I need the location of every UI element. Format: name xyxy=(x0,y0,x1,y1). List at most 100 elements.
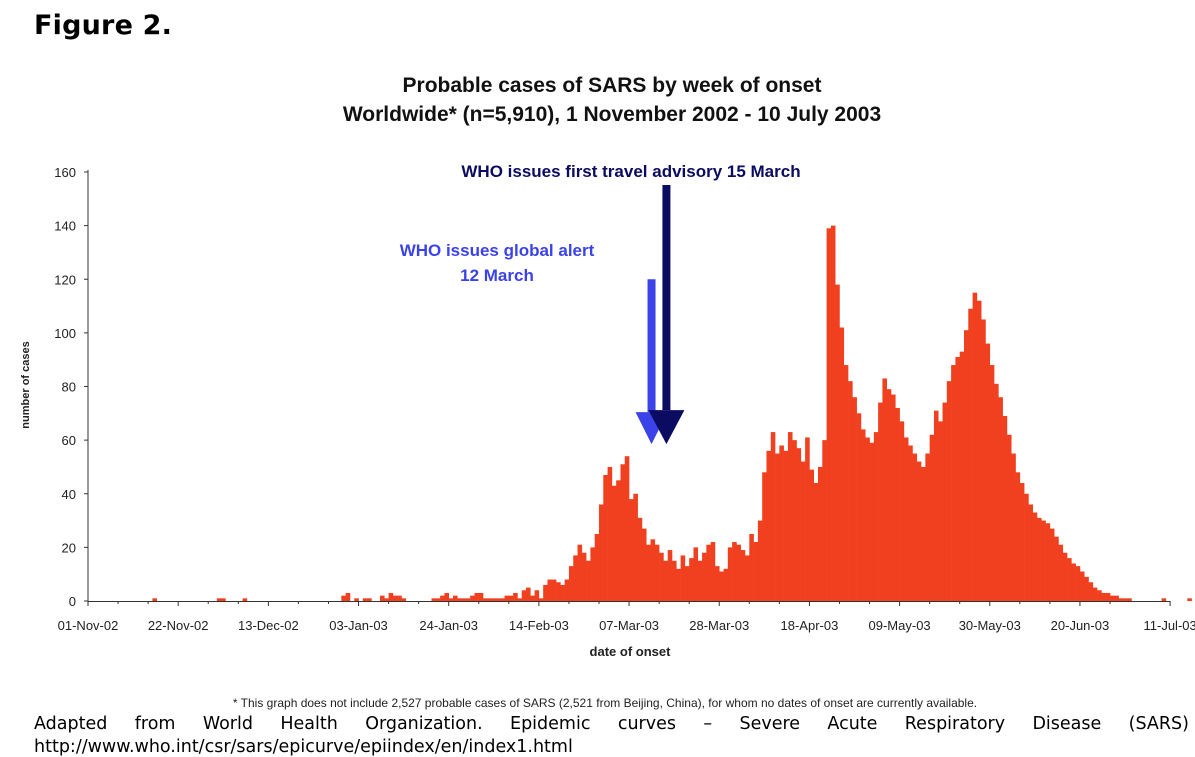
bar xyxy=(697,560,703,601)
y-tick-label: 100 xyxy=(54,326,76,341)
bar xyxy=(465,598,471,601)
bar xyxy=(792,440,797,602)
bar xyxy=(483,598,488,601)
bar xyxy=(925,453,930,601)
bar xyxy=(878,402,883,601)
bar xyxy=(1041,520,1046,601)
bar xyxy=(933,410,939,601)
travel-advisory-arrow-shaft xyxy=(662,185,671,411)
bar xyxy=(594,533,600,601)
epidemic-curve-chart: 0 20 40 60 80 100 120 140 160 01-Nov-02 22-Nov-02 1… xyxy=(20,162,1195,659)
bar xyxy=(448,598,454,601)
bar xyxy=(470,595,475,601)
bar xyxy=(1045,523,1051,601)
bar xyxy=(710,542,716,601)
bar xyxy=(680,555,686,601)
bar xyxy=(491,598,497,601)
bar xyxy=(1071,563,1076,601)
bar xyxy=(1110,595,1115,601)
x-tick-label: 18-Apr-03 xyxy=(781,618,839,633)
bar xyxy=(929,434,935,601)
x-axis-label: date of onset xyxy=(590,644,672,659)
x-tick-label: 07-Mar-03 xyxy=(599,618,659,633)
bar xyxy=(435,598,441,601)
y-tick-label: 0 xyxy=(69,594,76,609)
footnote: * This graph does not include 2,527 prob… xyxy=(232,696,978,710)
bar xyxy=(989,365,995,601)
bar xyxy=(684,566,690,601)
global-alert-date: 12 March xyxy=(460,266,534,285)
bar xyxy=(873,432,879,601)
bar xyxy=(216,598,222,601)
bar xyxy=(813,483,819,601)
bar xyxy=(556,582,561,601)
bar xyxy=(848,381,853,601)
bar xyxy=(521,590,527,601)
bar xyxy=(1097,590,1102,601)
bar xyxy=(1058,544,1064,601)
bar xyxy=(1092,587,1098,601)
global-alert-label: WHO issues global alert xyxy=(400,241,595,260)
y-tick-label: 80 xyxy=(62,380,76,395)
bar xyxy=(444,592,449,601)
bar xyxy=(152,598,157,601)
bar xyxy=(667,550,673,601)
bar xyxy=(392,595,398,601)
bar xyxy=(1006,434,1012,601)
bar xyxy=(1032,512,1038,601)
bar xyxy=(599,504,604,601)
bar xyxy=(564,579,570,601)
bar xyxy=(826,228,832,601)
bar xyxy=(513,592,518,601)
bar xyxy=(568,566,574,601)
bar xyxy=(719,571,724,601)
bar xyxy=(835,284,840,601)
bar xyxy=(221,598,226,601)
bar xyxy=(646,544,651,601)
bar xyxy=(787,432,793,601)
bar xyxy=(805,437,810,601)
bar xyxy=(581,552,587,601)
bar xyxy=(916,461,922,601)
bar xyxy=(362,598,368,601)
bar xyxy=(942,402,948,601)
bar xyxy=(951,365,956,601)
bar xyxy=(766,450,772,601)
bar xyxy=(551,579,557,601)
bar xyxy=(384,598,389,601)
x-tick-label: 28-Mar-03 xyxy=(689,618,749,633)
bar xyxy=(478,592,484,601)
x-tick-label: 03-Jan-03 xyxy=(329,618,388,633)
bar xyxy=(547,579,553,601)
bar xyxy=(401,598,407,601)
bar xyxy=(985,343,991,601)
source-url[interactable]: http://www.who.int/csr/sars/epicurve/epi… xyxy=(34,737,573,757)
bar xyxy=(732,542,737,601)
bar xyxy=(886,389,892,601)
bar xyxy=(504,595,510,601)
bar xyxy=(1067,558,1072,601)
bar xyxy=(341,595,346,601)
bar xyxy=(1054,536,1059,601)
bar xyxy=(852,397,857,601)
bar xyxy=(921,466,926,601)
bar xyxy=(865,437,870,601)
bar xyxy=(380,595,385,601)
bar xyxy=(538,598,544,601)
bar xyxy=(955,357,960,601)
bar xyxy=(976,300,982,601)
bar xyxy=(530,595,535,601)
bar xyxy=(534,590,540,601)
y-tick-label: 20 xyxy=(62,540,76,555)
x-tick-label: 11-Jul-03 xyxy=(1144,618,1195,633)
bar xyxy=(891,394,896,601)
bar xyxy=(633,493,638,601)
x-tick-label: 14-Feb-03 xyxy=(509,618,569,633)
bar xyxy=(500,598,505,601)
bar xyxy=(830,225,836,602)
bar xyxy=(624,456,630,601)
bar xyxy=(517,598,522,601)
bar xyxy=(611,485,617,601)
y-tick-label: 160 xyxy=(54,165,76,180)
bar xyxy=(753,542,759,601)
